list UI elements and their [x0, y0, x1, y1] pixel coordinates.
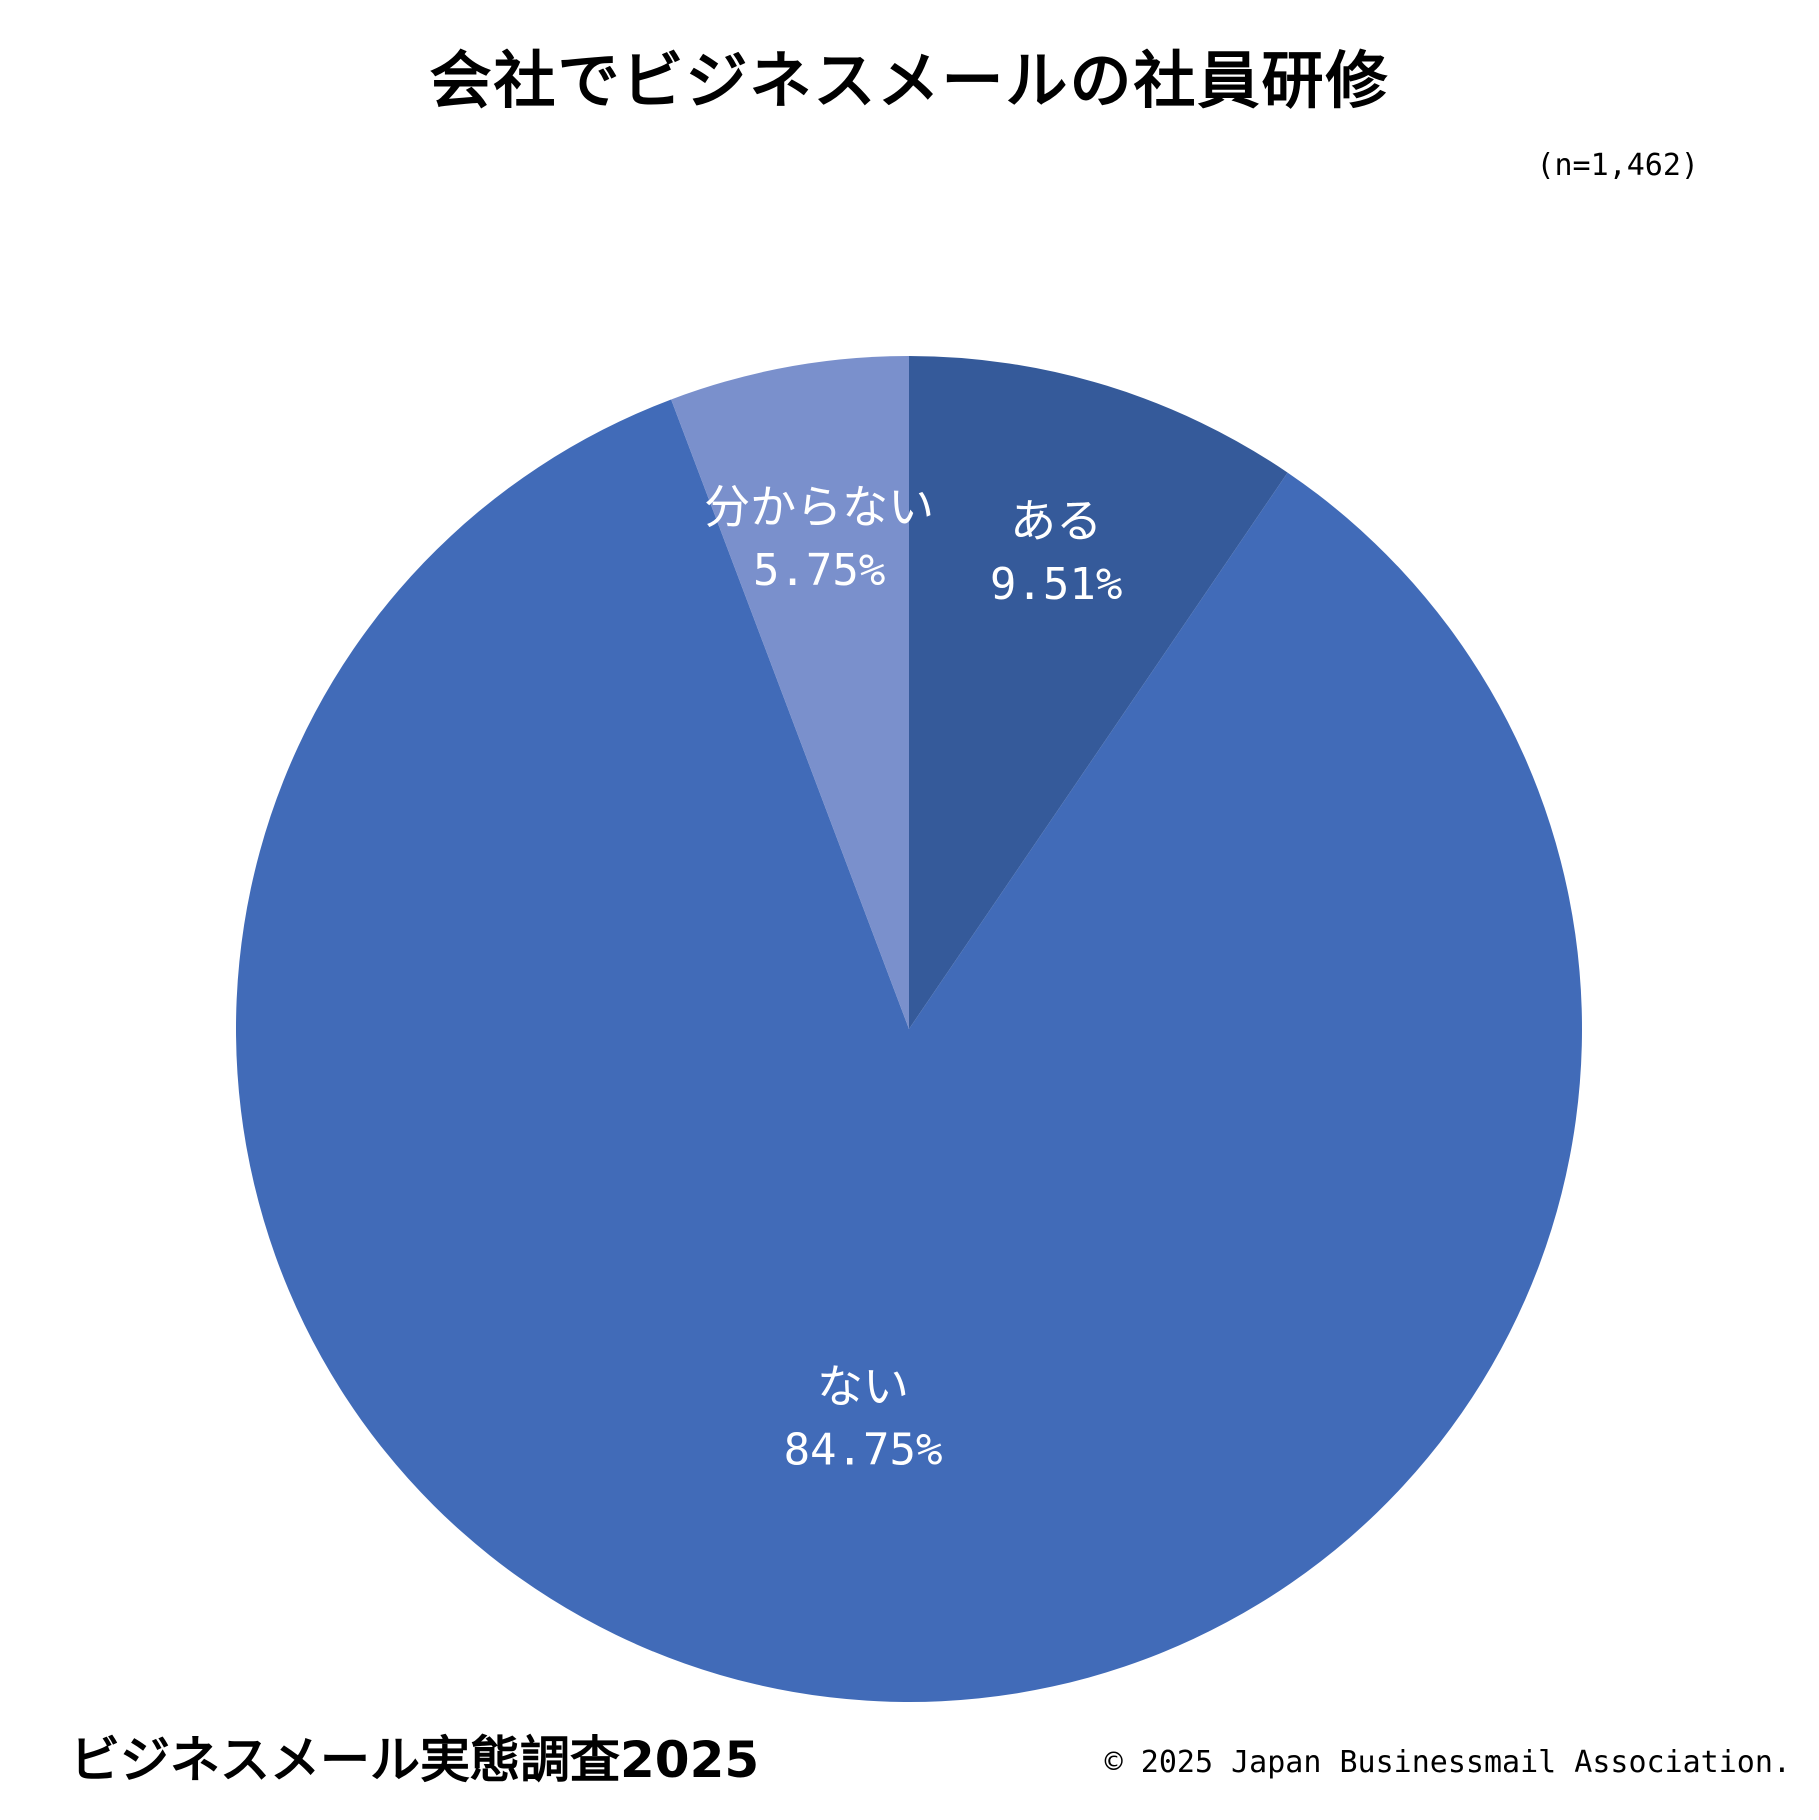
pie-label-value-1: 84.75% — [784, 1424, 943, 1475]
sample-size-note: (n=1,462) — [1536, 148, 1699, 183]
pie-slice-2 — [671, 356, 909, 1029]
pie-label-value-2: 5.75% — [753, 545, 885, 596]
pie-slices — [235, 356, 1583, 1703]
survey-name: ビジネスメール実態調査2025 — [70, 1731, 760, 1789]
pie-slice-1 — [235, 399, 1583, 1703]
pie-slice-0 — [909, 356, 1288, 1029]
pie-label-category-0: ある — [1010, 494, 1102, 548]
pie-label-value-0: 9.51% — [990, 559, 1122, 610]
copyright-notice: © 2025 Japan Businessmail Association. — [1104, 1745, 1791, 1780]
pie-label-category-2: 分からない — [704, 480, 934, 534]
chart-title: 会社でビジネスメールの社員研修 — [429, 44, 1390, 117]
pie-label-category-1: ない — [817, 1359, 909, 1413]
pie-labels: ある 9.51% ない 84.75% 分からない 5.75% — [704, 480, 1122, 1475]
